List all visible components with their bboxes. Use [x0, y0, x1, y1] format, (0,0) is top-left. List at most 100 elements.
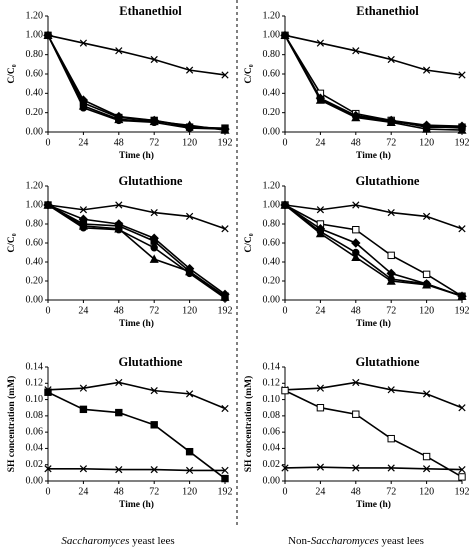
y-tick-label: 0.08 — [263, 410, 281, 421]
marker — [150, 421, 158, 429]
x-tick-label: 48 — [114, 486, 124, 497]
marker — [316, 95, 325, 103]
x-tick-label: 48 — [114, 305, 124, 316]
y-tick-label: 0.20 — [263, 275, 281, 286]
series-line — [284, 204, 463, 297]
marker — [352, 47, 360, 55]
x-tick-label: 120 — [419, 137, 434, 148]
marker — [150, 237, 158, 245]
x-tick-label: 0 — [283, 137, 288, 148]
series-line — [47, 34, 226, 130]
y-tick-label: 0.60 — [263, 68, 281, 79]
marker — [422, 66, 431, 74]
y-tick-label: 0.00 — [26, 126, 44, 137]
chart-title: Ethanethiol — [119, 4, 182, 18]
marker — [150, 55, 158, 64]
y-tick-label: 0.60 — [26, 237, 44, 248]
marker — [150, 208, 158, 217]
y-axis-label: C/C₀ — [7, 64, 17, 83]
caption-rest: yeast lees — [379, 535, 424, 547]
x-tick-label: 48 — [351, 486, 361, 497]
x-tick-label: 192 — [218, 305, 233, 316]
y-tick-label: 0.20 — [263, 107, 281, 118]
y-tick-label: 1.00 — [26, 199, 44, 210]
marker — [115, 201, 123, 209]
caption-left: Saccharomyces yeast lees — [61, 535, 174, 547]
marker — [79, 405, 88, 414]
x-tick-label: 24 — [78, 137, 88, 148]
y-tick-label: 0.40 — [26, 256, 44, 267]
caption-italic: Saccharomyces — [311, 535, 379, 547]
y-tick-label: 0.14 — [263, 361, 281, 372]
y-axis-label: C/C₀ — [7, 233, 17, 252]
marker — [150, 465, 158, 474]
x-tick-label: 0 — [46, 137, 51, 148]
marker — [115, 116, 123, 125]
x-tick-label: 72 — [149, 137, 159, 148]
y-tick-label: 1.00 — [263, 30, 281, 41]
marker — [387, 208, 395, 217]
y-tick-label: 0.12 — [26, 378, 44, 389]
y-tick-label: 1.00 — [263, 199, 281, 210]
marker — [149, 254, 159, 263]
marker — [185, 447, 194, 456]
marker — [185, 124, 194, 132]
marker — [44, 388, 52, 396]
y-tick-label: 0.20 — [26, 275, 44, 286]
x-tick-label: 72 — [386, 305, 396, 316]
x-tick-label: 48 — [351, 137, 361, 148]
series-line — [48, 467, 225, 472]
marker — [351, 238, 361, 248]
y-tick-label: 0.04 — [26, 443, 44, 454]
y-tick-label: 0.14 — [26, 361, 44, 372]
marker — [422, 465, 431, 473]
panel: 0.00 0.02 0.04 0.06 0.08 0.10 0.12 0.14 0 24 48 72 1… — [6, 355, 232, 510]
marker — [387, 55, 395, 64]
marker — [316, 39, 325, 47]
y-tick-label: 1.20 — [26, 10, 44, 21]
x-tick-label: 24 — [315, 486, 325, 497]
series-line — [284, 204, 463, 230]
x-tick-label: 192 — [218, 486, 233, 497]
marker — [221, 71, 229, 79]
caption-prefix: Non- — [288, 535, 311, 547]
x-tick-label: 120 — [182, 305, 197, 316]
marker — [115, 47, 123, 55]
marker — [79, 206, 88, 214]
x-tick-label: 120 — [182, 137, 197, 148]
caption-right: Non-Saccharomyces yeast lees — [288, 535, 424, 547]
x-tick-label: 0 — [46, 486, 51, 497]
y-tick-label: 0.10 — [263, 394, 281, 405]
marker — [114, 223, 124, 233]
series-line — [47, 34, 226, 76]
x-axis-label: Time (h) — [356, 499, 391, 510]
marker — [352, 464, 360, 472]
marker — [352, 378, 360, 387]
y-tick-label: 0.00 — [26, 294, 44, 305]
marker — [150, 118, 158, 127]
y-tick-label: 0.06 — [26, 426, 44, 437]
y-tick-label: 0.02 — [263, 459, 281, 470]
y-tick-label: 0.00 — [263, 294, 281, 305]
y-tick-label: 1.20 — [263, 180, 281, 191]
x-tick-label: 48 — [351, 305, 361, 316]
marker — [458, 473, 466, 481]
series-line — [47, 34, 226, 130]
x-tick-label: 192 — [218, 137, 233, 148]
marker — [422, 390, 431, 398]
series-line — [284, 389, 463, 478]
y-tick-label: 0.40 — [26, 88, 44, 99]
marker — [221, 474, 229, 483]
marker — [387, 434, 395, 443]
x-tick-label: 192 — [455, 137, 470, 148]
marker — [422, 270, 431, 279]
x-axis-label: Time (h) — [119, 150, 154, 161]
x-tick-label: 120 — [419, 305, 434, 316]
marker — [115, 378, 123, 387]
x-axis-label: Time (h) — [119, 318, 154, 329]
x-tick-label: 24 — [78, 305, 88, 316]
marker — [221, 466, 229, 475]
series-line — [47, 391, 226, 480]
caption-rest: yeast lees — [129, 535, 174, 547]
panel: 0.00 0.20 0.40 0.60 0.80 1.00 1.20 0 24 48 72 120 19… — [244, 174, 469, 329]
